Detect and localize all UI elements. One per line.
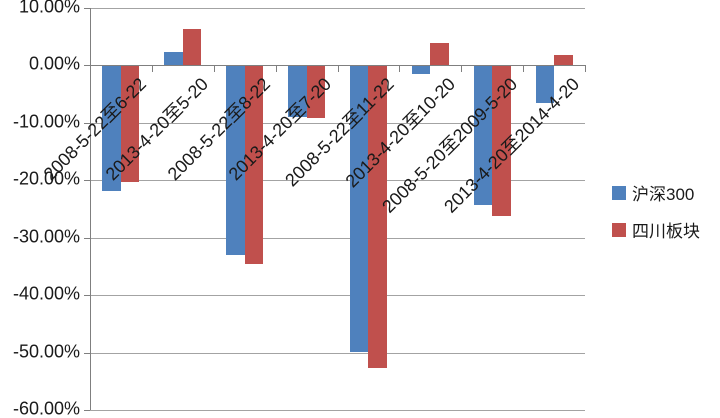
y-axis-line — [90, 7, 91, 410]
gridline — [90, 7, 585, 9]
y-tick-label: 0.00% — [28, 53, 80, 74]
bar-series-0-cat-2 — [226, 66, 245, 256]
bar-series-1-cat-0 — [120, 66, 140, 183]
x-axis-tick — [275, 65, 277, 72]
y-axis-tick — [84, 237, 90, 239]
y-tick-label: -60.00% — [12, 398, 80, 418]
legend-label-hushen300: 沪深300 — [632, 185, 695, 204]
x-axis-tick — [399, 65, 401, 72]
y-axis-tick — [84, 7, 90, 9]
y-tick-label: -30.00% — [12, 225, 80, 246]
legend-label-sichuan: 四川板块 — [632, 222, 700, 241]
gridline — [90, 295, 585, 296]
bar-series-0-cat-5 — [411, 66, 431, 75]
bar-series-1-cat-5 — [430, 42, 449, 65]
y-axis-tick — [84, 352, 90, 354]
bar-series-1-cat-7 — [554, 55, 573, 65]
y-axis-tick — [84, 295, 90, 296]
x-axis-tick — [151, 65, 153, 72]
series-swatch-red-icon — [612, 222, 626, 237]
gridline — [90, 237, 585, 239]
y-tick-label: -10.00% — [12, 110, 80, 131]
y-axis-tick — [84, 410, 90, 411]
y-tick-label: -50.00% — [12, 340, 80, 361]
x-axis-tick — [585, 65, 586, 72]
bar-series-0-cat-4 — [349, 66, 369, 353]
bar-series-1-cat-3 — [306, 66, 326, 119]
legend-item-sichuan: 四川板块 — [612, 217, 700, 242]
series-swatch-blue-icon — [612, 185, 626, 200]
x-axis-tick — [213, 65, 215, 72]
x-axis-tick — [337, 65, 339, 72]
gridline — [90, 352, 585, 354]
y-tick-label: 10.00% — [18, 0, 80, 16]
bar-series-0-cat-7 — [535, 66, 555, 103]
bar-series-0-cat-6 — [473, 66, 493, 206]
gridline — [90, 180, 585, 181]
bar-series-1-cat-4 — [368, 66, 387, 369]
legend-item-hushen300: 沪深300 — [612, 180, 700, 205]
bar-series-1-cat-2 — [244, 66, 264, 265]
bar-series-0-cat-0 — [102, 66, 121, 192]
y-tick-label: -20.00% — [12, 168, 80, 189]
y-axis-tick — [84, 122, 90, 124]
gridline — [90, 122, 585, 124]
y-axis-tick — [84, 65, 90, 66]
bar-series-0-cat-1 — [164, 51, 183, 65]
bar-series-0-cat-3 — [288, 66, 307, 118]
bar-series-1-cat-6 — [492, 66, 511, 217]
bar-series-1-cat-1 — [182, 28, 202, 65]
x-axis-tick — [90, 65, 91, 72]
y-axis-tick — [84, 180, 90, 181]
x-axis-tick — [461, 65, 463, 72]
gridline — [90, 410, 585, 411]
legend: 沪深300 四川板块 — [612, 180, 700, 242]
x-axis-tick — [523, 65, 525, 72]
y-tick-label: -40.00% — [12, 283, 80, 304]
